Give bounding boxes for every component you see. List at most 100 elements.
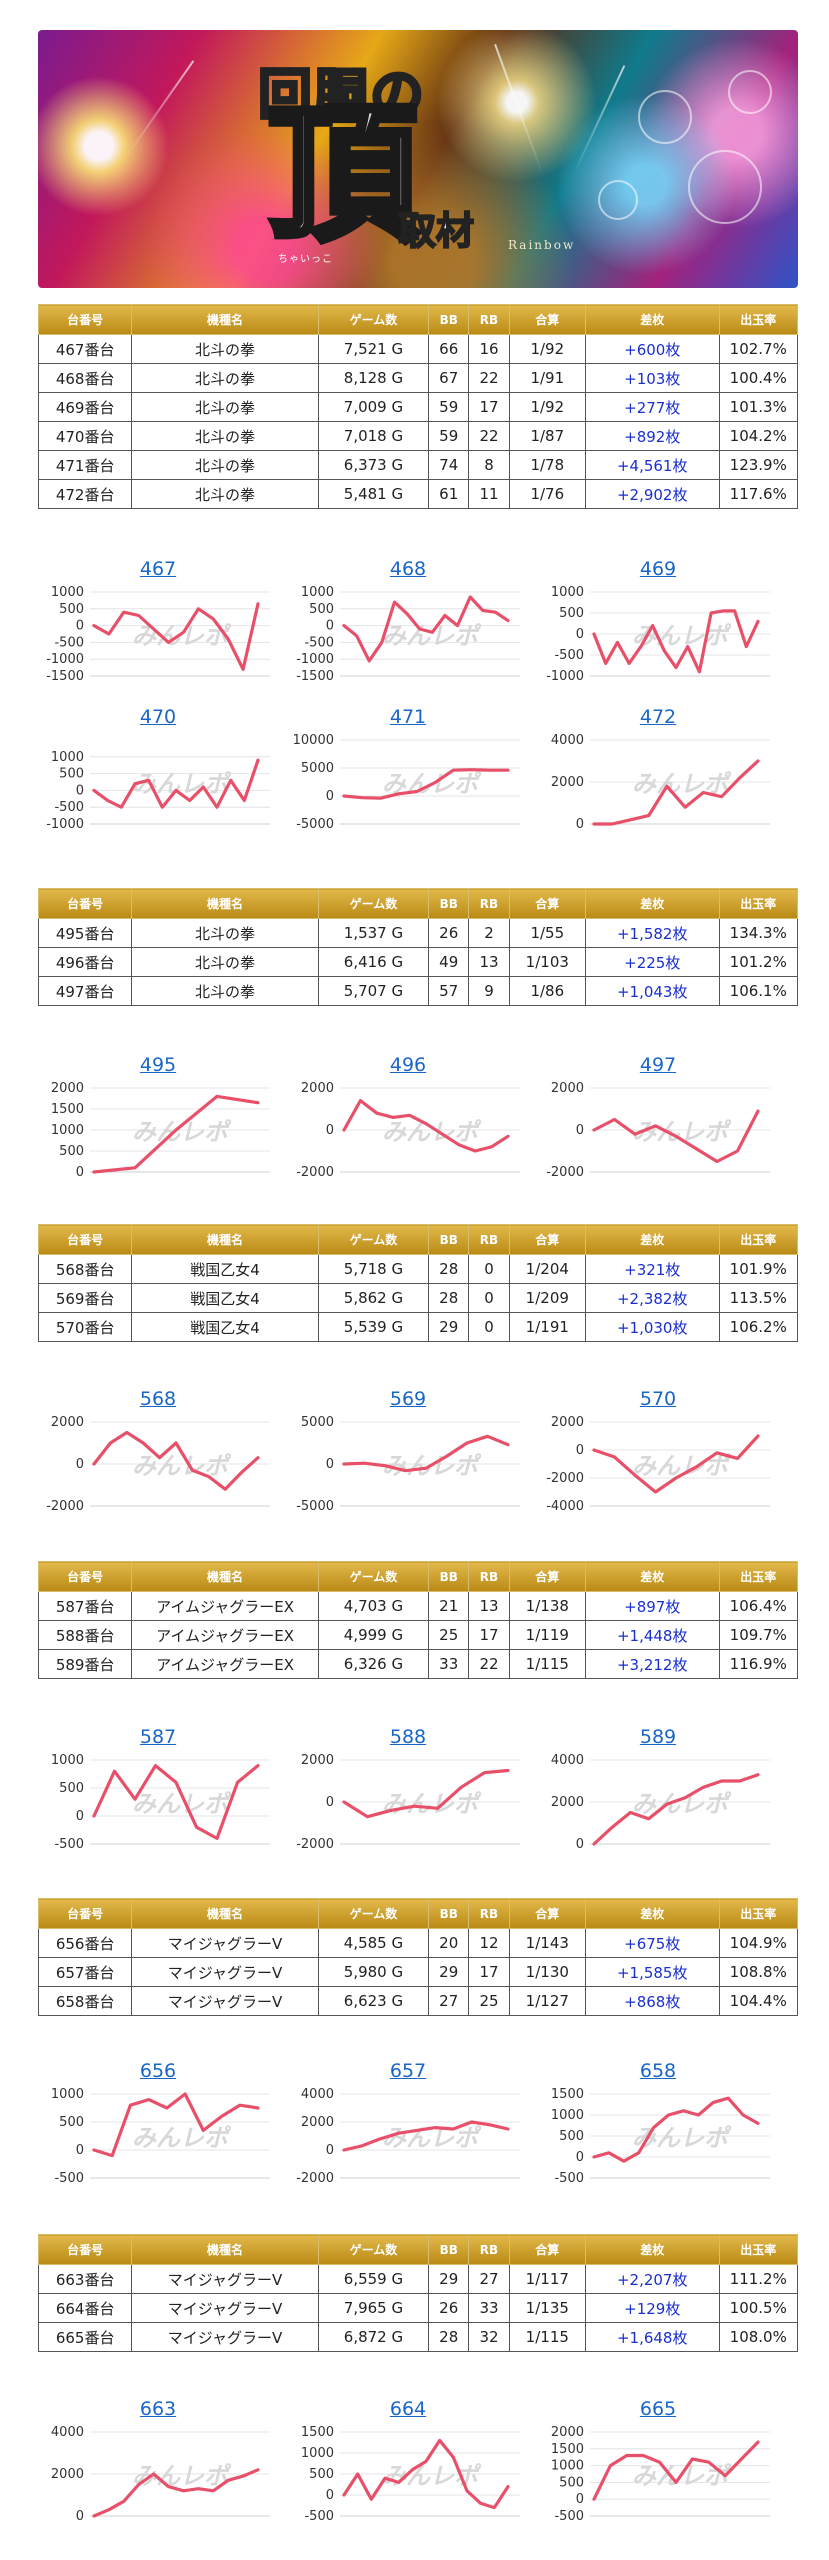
column-header: 機種名 [131, 1898, 319, 1929]
table-cell: 5,707 G [317, 976, 430, 1006]
y-tick-label: 0 [76, 2143, 84, 2158]
chart-title-link[interactable]: 665 [639, 2398, 677, 2420]
table-cell: 北斗の拳 [131, 918, 319, 948]
y-tick-label: 500 [59, 767, 84, 782]
series-line [342, 2438, 510, 2510]
chart-title-link[interactable]: 570 [639, 1388, 677, 1410]
y-tick-label: -1500 [296, 669, 334, 684]
chart-title-link[interactable]: 569 [389, 1388, 427, 1410]
y-tick-label: 500 [559, 2475, 584, 2490]
y-tick-label: 2000 [551, 1081, 584, 1096]
table-cell: 0 [468, 1254, 510, 1284]
chart-title-link[interactable]: 656 [139, 2060, 177, 2082]
table-cell: 22 [468, 421, 510, 451]
chart-title-link[interactable]: 467 [139, 558, 177, 580]
column-header: 機種名 [131, 888, 319, 919]
watermark: みんレポ [382, 1118, 482, 1146]
y-tick-label: -500 [304, 2509, 334, 2524]
chart-title-link[interactable]: 471 [389, 706, 427, 728]
table-cell: +600枚 [584, 334, 720, 364]
table-cell: 104.2% [718, 421, 799, 451]
line-chart-569: 5000 0 -5000 みんレポ 569 [288, 1388, 528, 1528]
table-row: 472番台 北斗の拳 5,481 G 61 11 1/76 +2,902枚 117.6% [37, 479, 799, 509]
watermark: みんレポ [632, 622, 732, 650]
y-tick-label: 0 [576, 2150, 584, 2165]
chart-title-link[interactable]: 588 [389, 1726, 427, 1748]
table-cell: 20 [428, 1928, 470, 1958]
chart-title-link[interactable]: 469 [639, 558, 677, 580]
slot-data-table: 台番号 機種名 ゲーム数 BB RB 合算 差枚 出玉率 587番台 アイムジャグラーEX 4,70… [37, 1561, 799, 1679]
series-line [592, 1109, 760, 1164]
column-header: 合算 [508, 1561, 586, 1592]
y-tick-label: 0 [576, 627, 584, 642]
table-cell: 113.5% [718, 1283, 799, 1313]
chart-title-link[interactable]: 470 [139, 706, 177, 728]
table-cell: 5,862 G [317, 1283, 430, 1313]
table-cell: 13 [468, 1591, 510, 1621]
table-row: 497番台 北斗の拳 5,707 G 57 9 1/86 +1,043枚 106.1% [37, 976, 799, 1006]
chart-title-link[interactable]: 663 [139, 2398, 177, 2420]
column-header: 台番号 [37, 888, 133, 919]
line-chart-656: 1000 500 0 -500 みんレポ 656 [38, 2060, 278, 2200]
column-header: 合算 [508, 1224, 586, 1255]
table-cell: +675枚 [584, 1928, 720, 1958]
chart-title-link[interactable]: 664 [389, 2398, 427, 2420]
table-header-row: 台番号 機種名 ゲーム数 BB RB 合算 差枚 出玉率 [37, 1224, 799, 1255]
table-cell: 12 [468, 1928, 510, 1958]
table-row: 467番台 北斗の拳 7,521 G 66 16 1/92 +600枚 102.7% [37, 334, 799, 364]
table-cell: 27 [468, 2264, 510, 2294]
table-row: 469番台 北斗の拳 7,009 G 59 17 1/92 +277枚 101.3% [37, 392, 799, 422]
chart-title-link[interactable]: 468 [389, 558, 427, 580]
line-chart-568: 2000 0 -2000 みんレポ 568 [38, 1388, 278, 1528]
chart-title-link[interactable]: 497 [639, 1054, 677, 1076]
table-cell: 7,521 G [317, 334, 430, 364]
y-tick-label: -5000 [296, 817, 334, 832]
table-cell: 北斗の拳 [131, 363, 319, 393]
column-header: 台番号 [37, 304, 133, 335]
chart-title-link[interactable]: 495 [139, 1054, 177, 1076]
table-cell: 9 [468, 976, 510, 1006]
table-row: 470番台 北斗の拳 7,018 G 59 22 1/87 +892枚 104.2% [37, 421, 799, 451]
line-chart-665: 2000 1500 1000 500 0 -500 みんレポ 665 [538, 2398, 778, 2538]
table-cell: 1/103 [508, 947, 586, 977]
table-cell: +225枚 [584, 947, 720, 977]
chart-title-link[interactable]: 496 [389, 1054, 427, 1076]
column-header: 台番号 [37, 1224, 133, 1255]
table-row: 664番台 マイジャグラーV 7,965 G 26 33 1/135 +129枚 100.5% [37, 2293, 799, 2323]
table-cell: 北斗の拳 [131, 421, 319, 451]
chart-title-link[interactable]: 589 [639, 1726, 677, 1748]
logo-title-sub: 取材 [397, 207, 475, 254]
table-cell: 6,373 G [317, 450, 430, 480]
chart-title-link[interactable]: 587 [139, 1726, 177, 1748]
table-cell: 1/138 [508, 1591, 586, 1621]
column-header: 差枚 [584, 1561, 720, 1592]
table-cell: +2,902枚 [584, 479, 720, 509]
y-tick-label: 0 [326, 2143, 334, 2158]
column-header: 出玉率 [718, 304, 799, 335]
watermark: みんレポ [132, 2124, 232, 2152]
table-cell: 2 [468, 918, 510, 948]
chart-title-link[interactable]: 472 [639, 706, 677, 728]
table-row: 663番台 マイジャグラーV 6,559 G 29 27 1/117 +2,207枚 111.… [37, 2264, 799, 2294]
chart-title-link[interactable]: 658 [639, 2060, 677, 2082]
chart-title-link[interactable]: 657 [389, 2060, 427, 2082]
table-cell: 1/119 [508, 1620, 586, 1650]
chart-svg: 2000 0 -2000 みんレポ [296, 1753, 520, 1852]
chart-title-link[interactable]: 568 [139, 1388, 177, 1410]
table-cell: 104.9% [718, 1928, 799, 1958]
table-cell: 1/143 [508, 1928, 586, 1958]
table-cell: 468番台 [37, 363, 133, 393]
table-cell: +1,030枚 [584, 1312, 720, 1342]
table-row: 496番台 北斗の拳 6,416 G 49 13 1/103 +225枚 101.2% [37, 947, 799, 977]
column-header: RB [468, 2234, 510, 2265]
table-cell: 134.3% [718, 918, 799, 948]
table-cell: 469番台 [37, 392, 133, 422]
y-tick-label: 1500 [301, 2425, 334, 2440]
column-header: ゲーム数 [317, 304, 430, 335]
table-cell: 32 [468, 2322, 510, 2352]
column-header: 差枚 [584, 1898, 720, 1929]
line-chart-658: 1500 1000 500 0 -500 みんレポ 658 [538, 2060, 778, 2200]
